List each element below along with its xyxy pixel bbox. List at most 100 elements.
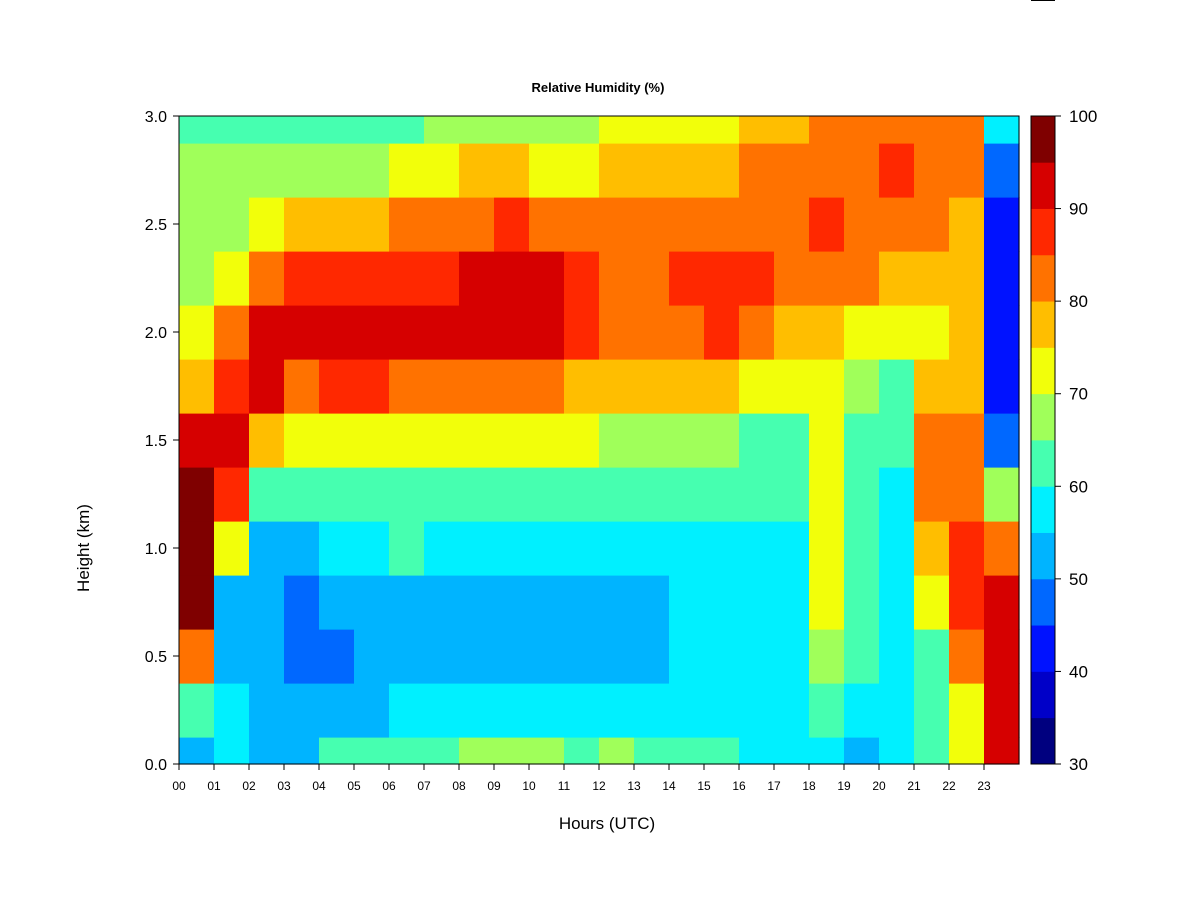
- heatmap-cell: [214, 683, 250, 738]
- heatmap-cell: [319, 143, 355, 198]
- heatmap-cell: [949, 575, 985, 630]
- heatmap-cell: [459, 575, 495, 630]
- heatmap-cell: [389, 629, 425, 684]
- heatmap-cell: [179, 359, 215, 414]
- heatmap-cell: [704, 359, 740, 414]
- heatmap-cell: [214, 359, 250, 414]
- heatmap-cell: [494, 629, 530, 684]
- colorbar-swatch: [1031, 486, 1055, 533]
- y-tick-label: 2.5: [145, 217, 167, 234]
- colorbar-tick-label: 40: [1069, 662, 1088, 681]
- heatmap-cell: [774, 683, 810, 738]
- heatmap-cell: [179, 575, 215, 630]
- heatmap-cell: [179, 143, 215, 198]
- heatmap-cell: [459, 116, 495, 144]
- heatmap-cell: [564, 737, 600, 765]
- heatmap-cell: [984, 359, 1020, 414]
- heatmap-cell: [809, 143, 845, 198]
- heatmap-cell: [354, 629, 390, 684]
- heatmap-cell: [914, 359, 950, 414]
- heatmap-cell: [354, 683, 390, 738]
- heatmap-cell: [879, 116, 915, 144]
- heatmap-cell: [459, 197, 495, 252]
- heatmap-cell: [529, 467, 565, 522]
- heatmap-cell: [599, 413, 635, 468]
- heatmap-cell: [634, 575, 670, 630]
- heatmap-cell: [424, 305, 460, 360]
- x-tick-label: 06: [382, 779, 396, 793]
- heatmap-cell: [634, 413, 670, 468]
- heatmap-cell: [354, 575, 390, 630]
- heatmap-cell: [319, 575, 355, 630]
- heatmap-cell: [389, 413, 425, 468]
- heatmap-cell: [634, 629, 670, 684]
- colorbar: [1030, 115, 1056, 765]
- heatmap-cell: [494, 413, 530, 468]
- heatmap-cell: [879, 737, 915, 765]
- heatmap-cell: [529, 683, 565, 738]
- heatmap-cell: [424, 359, 460, 414]
- heatmap-cell: [879, 143, 915, 198]
- heatmap-cell: [424, 197, 460, 252]
- heatmap-cell: [494, 143, 530, 198]
- heatmap-cell: [424, 575, 460, 630]
- heatmap-cell: [529, 359, 565, 414]
- heatmap-cell: [389, 197, 425, 252]
- heatmap-cell: [634, 737, 670, 765]
- heatmap-cell: [984, 305, 1020, 360]
- heatmap-cell: [284, 116, 320, 144]
- heatmap-cell: [494, 467, 530, 522]
- heatmap-cell: [844, 116, 880, 144]
- heatmap-cell: [249, 143, 285, 198]
- heatmap-cell: [739, 737, 775, 765]
- heatmap-cell: [249, 629, 285, 684]
- heatmap-cell: [249, 197, 285, 252]
- colorbar-swatch: [1031, 116, 1055, 163]
- heatmap-cell: [564, 359, 600, 414]
- heatmap-cell: [984, 737, 1020, 765]
- heatmap-cell: [669, 116, 705, 144]
- heatmap-cell: [599, 737, 635, 765]
- heatmap-cell: [634, 305, 670, 360]
- heatmap-cell: [179, 413, 215, 468]
- heatmap-cell: [354, 359, 390, 414]
- heatmap-cell: [284, 413, 320, 468]
- heatmap-cell: [879, 413, 915, 468]
- heatmap-cell: [599, 197, 635, 252]
- heatmap-cell: [249, 413, 285, 468]
- heatmap-cell: [354, 413, 390, 468]
- heatmap-cell: [704, 305, 740, 360]
- heatmap-cell: [634, 251, 670, 306]
- heatmap-cell: [984, 143, 1020, 198]
- heatmap-cell: [914, 683, 950, 738]
- chart-title: Relative Humidity (%): [532, 80, 665, 95]
- heatmap-cell: [984, 413, 1020, 468]
- heatmap-cell: [179, 251, 215, 306]
- heatmap-cell: [319, 251, 355, 306]
- heatmap-cell: [774, 521, 810, 576]
- heatmap-cell: [249, 575, 285, 630]
- heatmap-cell: [529, 521, 565, 576]
- heatmap-cell: [599, 359, 635, 414]
- heatmap-cell: [739, 143, 775, 198]
- x-tick-label: 17: [767, 779, 781, 793]
- heatmap-cell: [599, 143, 635, 198]
- heatmap-cell: [774, 116, 810, 144]
- heatmap-cell: [949, 251, 985, 306]
- heatmap-cell: [249, 305, 285, 360]
- heatmap-cell: [179, 521, 215, 576]
- heatmap-cell: [494, 737, 530, 765]
- heatmap-cell: [284, 737, 320, 765]
- heatmap-cell: [669, 305, 705, 360]
- heatmap-cell: [459, 413, 495, 468]
- x-tick-label: 11: [558, 779, 571, 793]
- heatmap-cell: [214, 629, 250, 684]
- heatmap-cell: [284, 197, 320, 252]
- heatmap-cell: [949, 683, 985, 738]
- heatmap-cell: [284, 629, 320, 684]
- heatmap-cell: [599, 305, 635, 360]
- colorbar-frame: [1030, 115, 1056, 765]
- heatmap-cell: [389, 143, 425, 198]
- heatmap-cell: [249, 467, 285, 522]
- heatmap-cell: [459, 737, 495, 765]
